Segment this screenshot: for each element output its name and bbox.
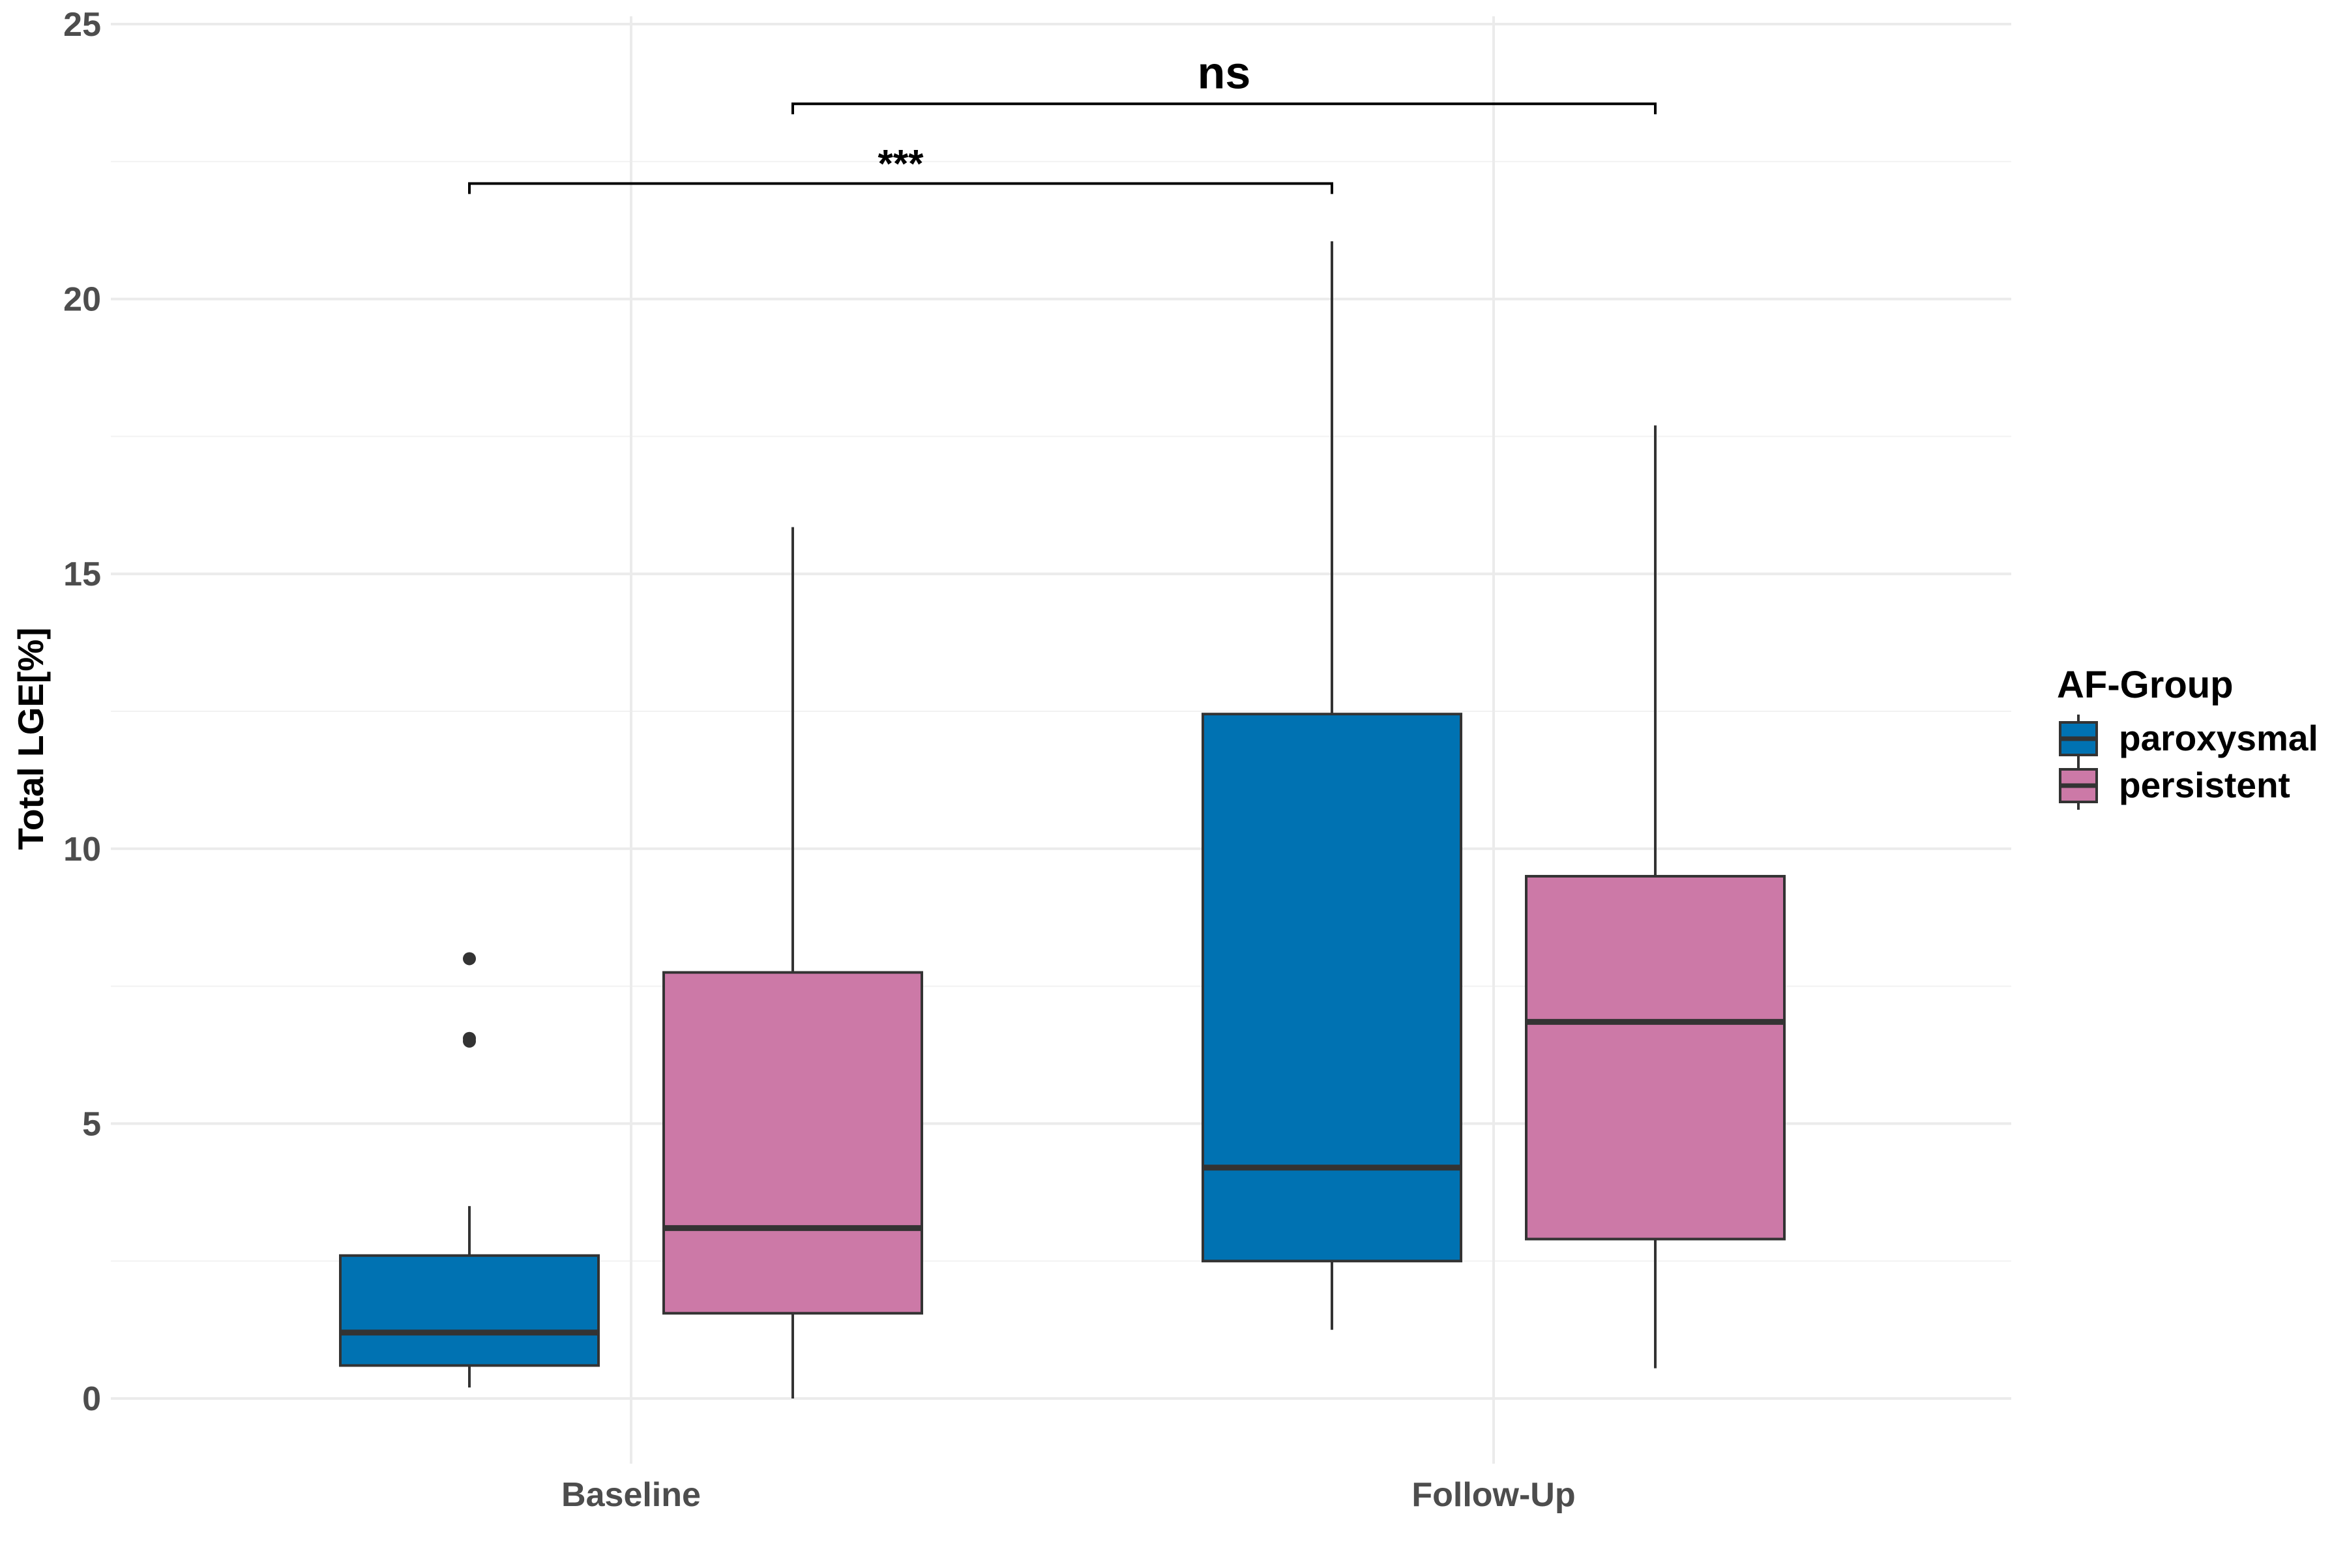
y-axis-label: Total LGE[%] <box>10 627 51 850</box>
outlier-point <box>463 1031 476 1045</box>
y-tick-label: 0 <box>82 1380 101 1418</box>
box-iqr <box>662 971 923 1315</box>
box-persistent-baseline <box>662 527 923 1398</box>
box-paroxysmal-follow-up <box>1202 241 1462 1330</box>
significance-label: ns <box>1198 47 1251 98</box>
legend-label: persistent <box>2119 765 2290 805</box>
significance-bracket <box>468 182 1333 194</box>
axes: 0 5 10 15 20 25 Baseline Follow-Up <box>63 6 1575 1514</box>
legend-item-paroxysmal: paroxysmal <box>2059 715 2318 763</box>
x-tick-label: Baseline <box>561 1476 701 1514</box>
outlier-point <box>463 952 476 966</box>
significance-label: *** <box>878 142 924 186</box>
x-tick-label: Follow-Up <box>1411 1476 1575 1514</box>
significance-bracket <box>791 102 1657 115</box>
y-tick-label: 25 <box>63 6 101 44</box>
legend-label: paroxysmal <box>2119 718 2318 758</box>
box-paroxysmal-baseline <box>339 952 600 1388</box>
y-tick-label: 5 <box>82 1105 101 1143</box>
box-iqr <box>1202 713 1462 1263</box>
grid-lines <box>111 16 2011 1464</box>
legend-item-persistent: persistent <box>2059 762 2290 810</box>
box-iqr <box>1525 874 1786 1241</box>
significance-annotations: *** ns <box>468 47 1657 194</box>
box-persistent-follow-up <box>1525 425 1786 1368</box>
y-tick-label: 20 <box>63 281 101 319</box>
legend: AF-Group paroxysmal persistent <box>2057 664 2318 810</box>
legend-title: AF-Group <box>2057 664 2234 706</box>
y-tick-label: 10 <box>63 831 101 868</box>
y-tick-label: 15 <box>63 555 101 593</box>
boxes <box>339 241 1786 1398</box>
box-iqr <box>339 1254 600 1367</box>
